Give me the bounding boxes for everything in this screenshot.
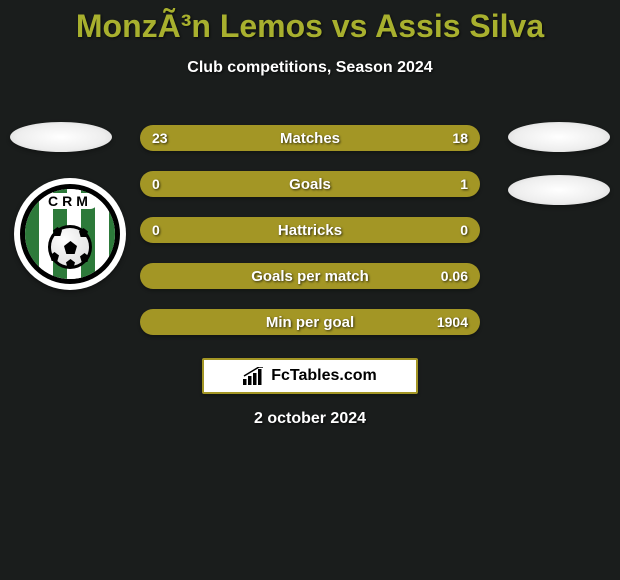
club-logo-text: CRM [42,193,98,209]
stat-label: Min per goal [266,314,354,331]
comparison-infographic: MonzÃ³n Lemos vs Assis Silva Club compet… [0,0,620,580]
site-attribution-label: FcTables.com [271,367,377,385]
player-right-club-placeholder [508,175,610,205]
stat-label: Goals [289,176,331,193]
stat-right-value: 1904 [437,314,468,330]
stat-row-hattricks: 0 Hattricks 0 [140,217,480,243]
stat-right-value: 0 [460,222,468,238]
stat-row-min-per-goal: Min per goal 1904 [140,309,480,335]
site-attribution[interactable]: FcTables.com [202,358,418,394]
page-title: MonzÃ³n Lemos vs Assis Silva [0,0,620,45]
stat-row-goals-per-match: Goals per match 0.06 [140,263,480,289]
stat-row-matches: 23 Matches 18 [140,125,480,151]
date-text: 2 october 2024 [0,410,620,428]
stat-label: Goals per match [251,268,369,285]
stat-left-value: 23 [152,130,168,146]
stat-bars: 23 Matches 18 0 Goals 1 0 Hattricks 0 Go… [140,125,480,355]
stat-label: Hattricks [278,222,342,239]
stat-left-value: 0 [152,222,160,238]
player-left-avatar [10,122,112,152]
stat-label: Matches [280,130,340,147]
bar-chart-icon [243,367,265,385]
stat-right-value: 1 [460,176,468,192]
stat-right-value: 0.06 [441,268,468,284]
stat-right-value: 18 [452,130,468,146]
subtitle: Club competitions, Season 2024 [0,59,620,77]
player-right-avatar [508,122,610,152]
stat-left-value: 0 [152,176,160,192]
soccer-ball-icon [48,225,92,269]
stat-row-goals: 0 Goals 1 [140,171,480,197]
player-left-club-logo: CRM [14,178,126,290]
